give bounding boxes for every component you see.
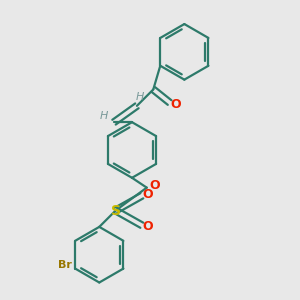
Text: S: S: [111, 203, 121, 218]
Text: O: O: [170, 98, 181, 111]
Text: Br: Br: [58, 260, 72, 270]
Text: O: O: [142, 220, 153, 233]
Text: H: H: [136, 92, 144, 102]
Text: H: H: [100, 111, 108, 121]
Text: O: O: [142, 188, 153, 201]
Text: O: O: [150, 179, 160, 193]
